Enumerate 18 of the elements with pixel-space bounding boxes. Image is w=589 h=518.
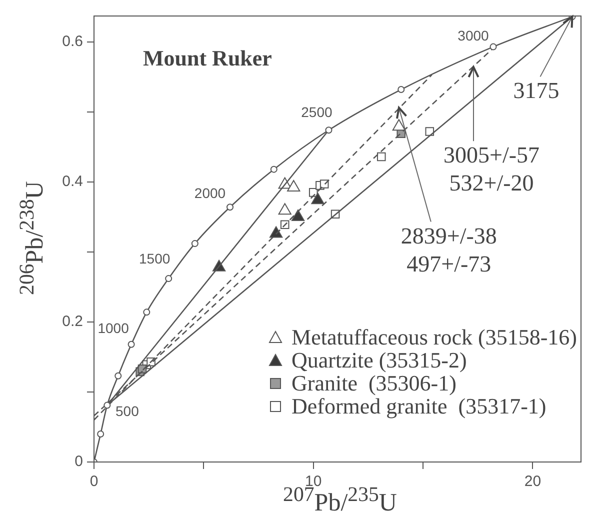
- y-tick-label: 0: [74, 453, 83, 470]
- y-tick-label: 0.2: [62, 313, 83, 330]
- annotation: 3005+/-57 532+/-20: [443, 142, 540, 196]
- legend-label: Metatuffaceous rock (35158-16): [292, 324, 578, 350]
- annotation: 2000: [194, 185, 226, 201]
- annotation: 1500: [139, 250, 170, 266]
- legend-label: Quartzite (35315-2): [292, 347, 467, 372]
- annotation: 1000: [98, 320, 130, 336]
- text: Mount Ruker: [143, 46, 272, 71]
- annotation: 500: [115, 403, 140, 420]
- annotation: 3175: [513, 78, 560, 104]
- annotation: 3000: [458, 28, 490, 44]
- annotation: 2500: [301, 104, 333, 120]
- x-tick-label: 20: [524, 473, 542, 490]
- x-tick-label: 0: [90, 473, 98, 490]
- annotation: 2839+/-38 497+/-73: [400, 223, 497, 276]
- y-tick-label: 0.6: [62, 33, 83, 50]
- y-tick-label: 0.4: [62, 173, 83, 190]
